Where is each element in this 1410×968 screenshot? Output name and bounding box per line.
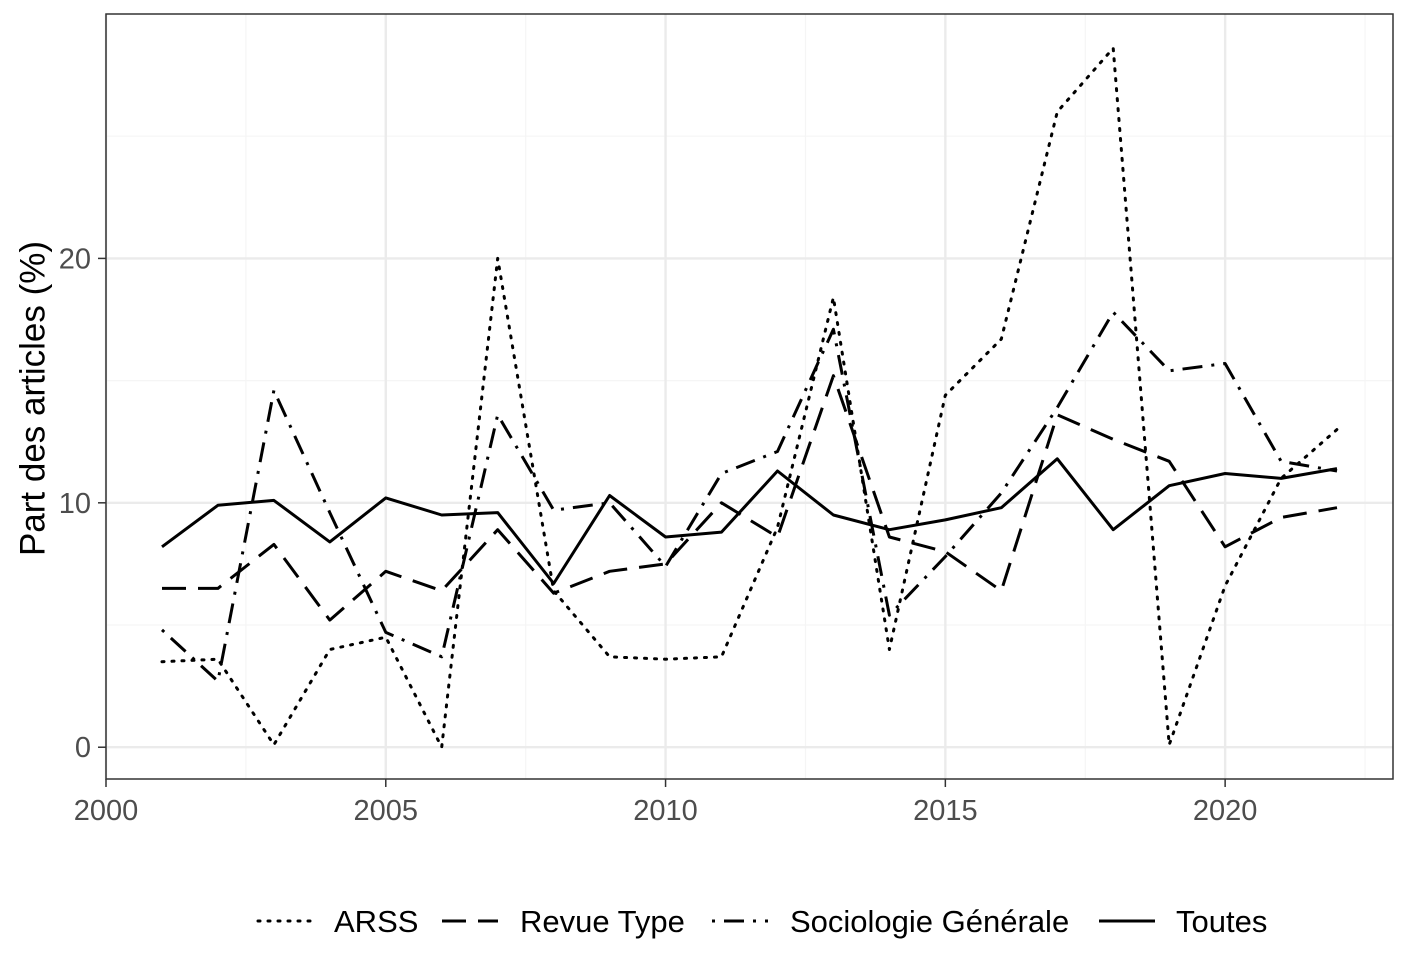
axes: 2000 2005 2010 2015 2020 0 10 20 [59,243,1258,827]
y-tick-label: 0 [75,732,91,764]
y-tick-label: 20 [59,243,91,275]
x-tick-label: 2010 [633,795,698,827]
grid [104,14,1393,779]
legend-item: Toutes [1099,904,1267,939]
panel-border [105,13,1394,780]
legend-item: Sociologie Générale [712,904,1069,939]
x-tick-label: 2000 [74,795,139,827]
series-line-arss [160,46,1339,749]
x-tick-label: 2015 [913,795,978,827]
legend-label: Sociologie Générale [790,904,1069,939]
legend-label: Toutes [1176,904,1267,939]
legend-item: Revue Type [442,904,685,939]
legend-label: Revue Type [520,904,685,939]
legend-label: ARSS [334,904,418,939]
series-line-toutes [161,457,1338,585]
x-tick-label: 2020 [1193,795,1258,827]
legend: ARSS Revue Type Sociologie Générale Toutes [256,904,1267,939]
legend-item: ARSS [256,904,418,939]
series-lines [160,46,1339,749]
x-tick-label: 2005 [354,795,419,827]
y-tick-label: 10 [59,488,91,520]
series-line-revue-type [162,374,1338,622]
y-axis-title: Part des articles (%) [13,241,52,556]
series-line-sociologie-generale [160,310,1338,683]
